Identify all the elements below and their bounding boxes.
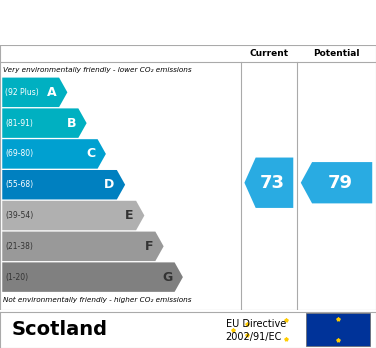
Text: (21-38): (21-38): [5, 242, 33, 251]
Text: (69-80): (69-80): [5, 149, 33, 158]
Polygon shape: [2, 231, 164, 261]
Text: 79: 79: [327, 174, 352, 192]
FancyBboxPatch shape: [306, 314, 370, 346]
Text: EU Directive: EU Directive: [226, 318, 286, 329]
Polygon shape: [2, 139, 106, 169]
Text: Scotland: Scotland: [11, 320, 107, 339]
Polygon shape: [2, 78, 67, 107]
Text: (55-68): (55-68): [5, 180, 33, 189]
Polygon shape: [244, 158, 293, 208]
Text: (39-54): (39-54): [5, 211, 33, 220]
Text: E: E: [125, 209, 134, 222]
Text: Potential: Potential: [313, 49, 360, 58]
Polygon shape: [2, 262, 183, 292]
Text: (92 Plus): (92 Plus): [5, 88, 39, 97]
Text: A: A: [47, 86, 57, 99]
Text: Current: Current: [249, 49, 288, 58]
Text: (1-20): (1-20): [5, 272, 29, 282]
Text: 73: 73: [260, 174, 285, 192]
Text: G: G: [162, 271, 172, 284]
Text: C: C: [86, 148, 96, 160]
Polygon shape: [2, 170, 125, 199]
Text: F: F: [145, 240, 153, 253]
Polygon shape: [2, 201, 144, 230]
Text: Not environmentally friendly - higher CO₂ emissions: Not environmentally friendly - higher CO…: [3, 297, 191, 303]
Polygon shape: [2, 108, 86, 138]
Text: Environmental Impact (CO₂) Rating: Environmental Impact (CO₂) Rating: [38, 15, 338, 30]
Text: D: D: [105, 178, 115, 191]
Text: B: B: [67, 117, 76, 129]
Text: Very environmentally friendly - lower CO₂ emissions: Very environmentally friendly - lower CO…: [3, 66, 192, 73]
Text: 2002/91/EC: 2002/91/EC: [226, 332, 282, 342]
Polygon shape: [301, 162, 372, 203]
Text: (81-91): (81-91): [5, 119, 33, 128]
